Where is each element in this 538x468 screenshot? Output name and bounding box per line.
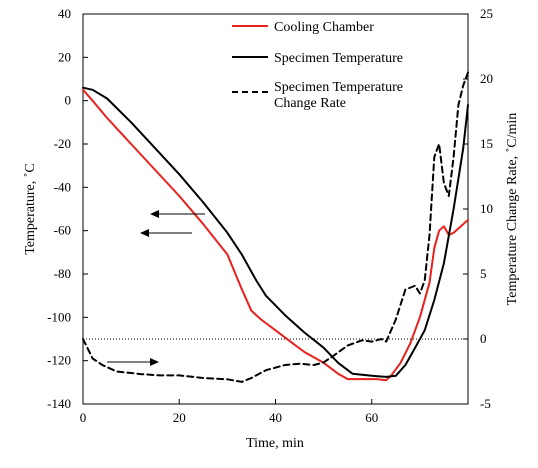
legend-label-rate-line1: Specimen Temperature — [274, 80, 403, 95]
x-tick-label: 0 — [80, 410, 87, 425]
legend: Cooling Chamber Specimen Temperature Spe… — [232, 20, 403, 111]
x-tick-label: 40 — [269, 410, 282, 425]
y-left-tick-label: -60 — [54, 223, 71, 238]
y-left-tick-label: -80 — [54, 266, 71, 281]
y-right-tick-label: 25 — [480, 6, 493, 21]
y-right-tick-label: 10 — [480, 201, 493, 216]
arrow-to-left-axis-upper — [150, 210, 205, 218]
y-left-tick-label: -140 — [47, 396, 71, 411]
legend-label-cooling: Cooling Chamber — [274, 20, 374, 35]
y-left-tick-label: 20 — [58, 49, 71, 64]
x-axis-title: Time, min — [246, 436, 304, 451]
y-left-tick-label: -40 — [54, 179, 71, 194]
series-line-specimen-temperature — [82, 86, 469, 378]
arrow-to-left-axis-lower — [140, 229, 192, 237]
series-line-cooling-chamber — [82, 88, 469, 382]
data-series — [82, 71, 469, 383]
y-left-tick-label: -120 — [47, 353, 71, 368]
legend-label-rate-line2: Change Rate — [274, 96, 346, 111]
axis-ticks: 0 20 40 60 40 20 0 -20 -40 -60 -80 -100 -120 -140 25 20… — [47, 6, 493, 425]
y-right-tick-label: 0 — [480, 331, 487, 346]
y-left-tick-label: -20 — [54, 136, 71, 151]
y-right-tick-label: 5 — [480, 266, 487, 281]
x-tick-label: 60 — [365, 410, 378, 425]
legend-label-specimen: Specimen Temperature — [274, 51, 403, 66]
y-left-tick-label: -100 — [47, 309, 71, 324]
series-line-specimen-rate — [82, 71, 469, 383]
x-tick-label: 20 — [173, 410, 186, 425]
y-right-tick-label: 20 — [480, 71, 493, 86]
y-left-tick-label: 0 — [65, 93, 72, 108]
y-axis-right-title: Temperature Change Rate, ˚C/min — [505, 113, 520, 306]
y-left-tick-label: 40 — [58, 6, 71, 21]
y-right-tick-label: -5 — [480, 396, 491, 411]
y-right-tick-label: 15 — [480, 136, 493, 151]
axis-arrows — [107, 210, 205, 366]
y-axis-left-title: Temperature, ˚C — [23, 163, 38, 255]
arrow-to-right-axis — [107, 358, 159, 366]
